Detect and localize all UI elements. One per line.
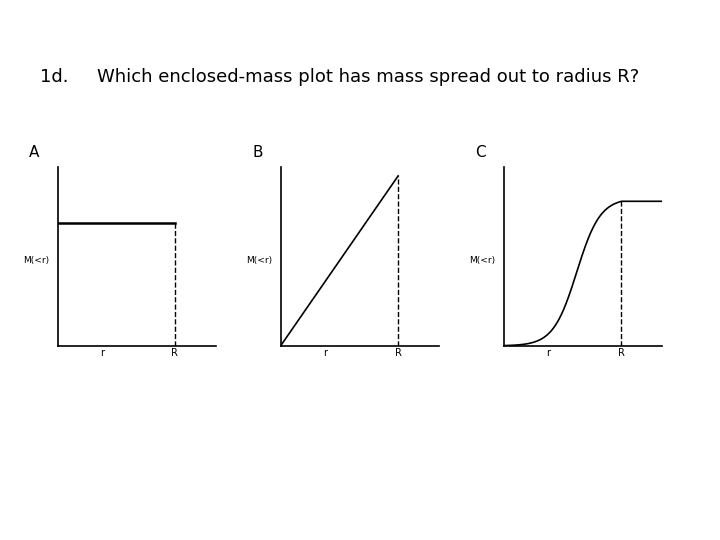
Text: 1d.: 1d.	[40, 68, 68, 85]
Text: M(<r): M(<r)	[469, 255, 495, 265]
Text: C: C	[475, 145, 486, 160]
Text: A: A	[29, 145, 40, 160]
Text: M(<r): M(<r)	[246, 255, 272, 265]
Text: B: B	[252, 145, 263, 160]
Text: Which enclosed-mass plot has mass spread out to radius R?: Which enclosed-mass plot has mass spread…	[97, 68, 639, 85]
Text: M(<r): M(<r)	[23, 255, 49, 265]
